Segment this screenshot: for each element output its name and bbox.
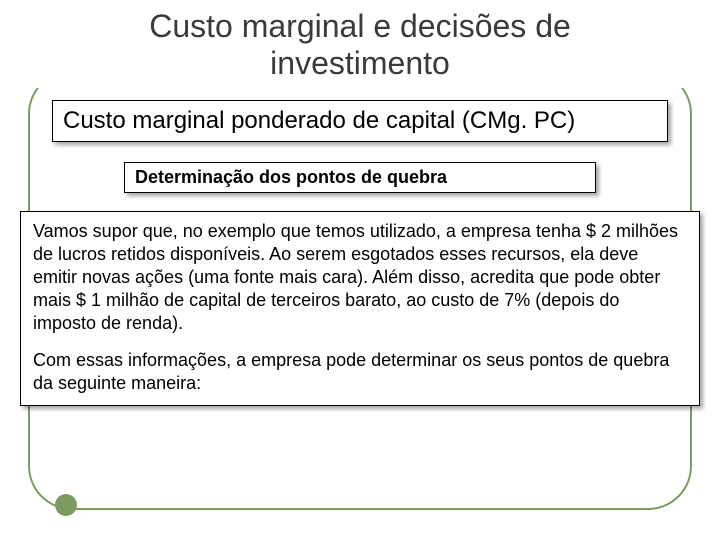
subtitle-box: Custo marginal ponderado de capital (CMg…	[52, 100, 668, 142]
body-paragraph-2: Com essas informações, a empresa pode de…	[33, 349, 687, 395]
accent-dot-icon	[55, 494, 77, 516]
body-text-box: Vamos supor que, no exemplo que temos ut…	[20, 211, 700, 406]
slide-title: Custo marginal e decisões de investiment…	[0, 0, 720, 88]
section-heading-box: Determinação dos pontos de quebra	[124, 162, 596, 193]
slide-content: Custo marginal e decisões de investiment…	[0, 0, 720, 406]
body-paragraph-1: Vamos supor que, no exemplo que temos ut…	[33, 220, 687, 335]
